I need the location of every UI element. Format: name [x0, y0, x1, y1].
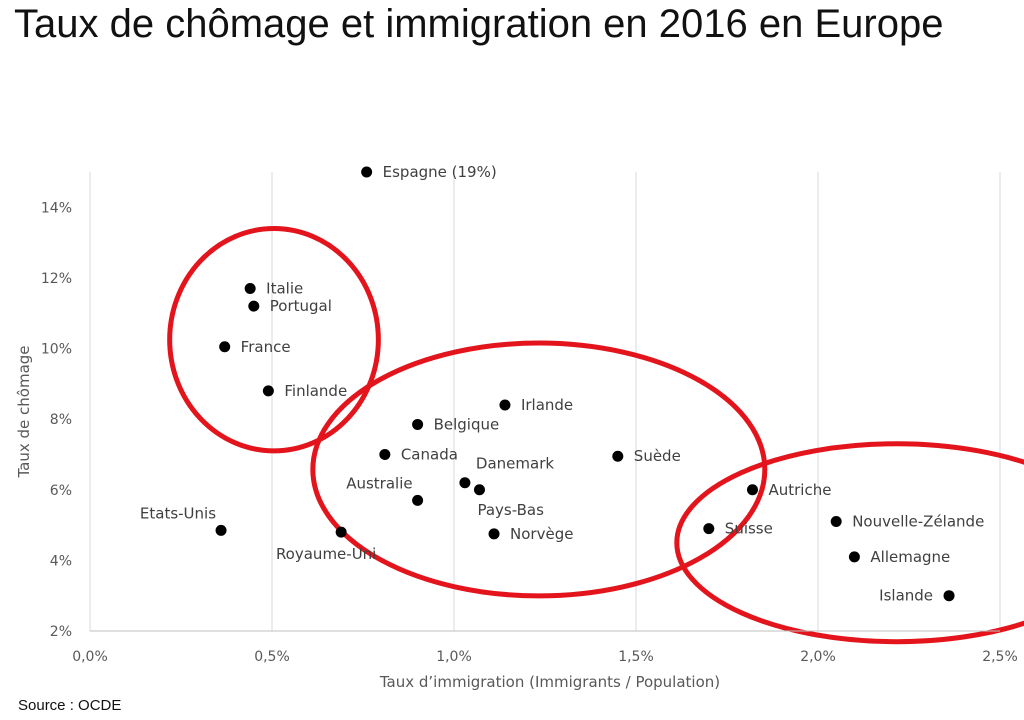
point-label: France	[241, 338, 291, 356]
scatter-point	[412, 494, 424, 506]
scatter-point	[459, 477, 471, 489]
y-tick-label: 14%	[41, 200, 72, 216]
scatter-point	[412, 418, 424, 430]
y-tick-label: 6%	[50, 483, 72, 499]
point-label: Norvège	[510, 525, 573, 543]
point-label: Royaume-Uni	[276, 545, 376, 563]
scatter-point	[248, 300, 260, 312]
y-axis-title: Taux de chômage	[15, 345, 33, 478]
x-tick-label: 0,0%	[72, 649, 108, 665]
x-tick-label: 2,0%	[800, 649, 836, 665]
point-label: Espagne (19%)	[383, 163, 497, 181]
page-title: Taux de chômage et immigration en 2016 e…	[14, 2, 944, 46]
scatter-point	[244, 283, 256, 295]
point-label: Etats-Unis	[140, 504, 216, 522]
x-tick-label: 0,5%	[254, 649, 290, 665]
point-label: Allemagne	[870, 548, 950, 566]
scatter-point	[703, 523, 715, 535]
point-label: Suède	[634, 447, 681, 465]
point-label: Islande	[879, 587, 933, 605]
scatter-point	[848, 551, 860, 563]
scatter-point	[262, 385, 274, 397]
chart-gridlines	[271, 172, 1001, 631]
y-tick-label: 8%	[50, 412, 72, 428]
scatter-point	[943, 590, 955, 602]
y-tick-label: 10%	[41, 342, 72, 358]
point-label: Belgique	[434, 415, 500, 433]
scatter-point	[488, 528, 500, 540]
point-label: Suisse	[725, 520, 773, 538]
point-label: Autriche	[768, 481, 831, 499]
annotation-circle	[310, 340, 768, 599]
point-label: Irlande	[521, 396, 573, 414]
scatter-point	[335, 526, 347, 538]
x-axis-title: Taux d’immigration (Immigrants / Populat…	[379, 673, 720, 691]
scatter-point	[361, 166, 373, 178]
scatter-point	[830, 516, 842, 528]
chart-axes: 0,0% 0,5% 1,0% 1,5% 2,0% 2,5% 2% 4% 6% 8% 10% 12% 14…	[15, 172, 1018, 691]
point-label: Portugal	[270, 297, 332, 315]
point-label: Finlande	[284, 382, 347, 400]
y-tick-label: 4%	[50, 553, 72, 569]
point-label: Pays-Bas	[477, 501, 544, 519]
x-tick-label: 1,0%	[436, 649, 472, 665]
scatter-point	[473, 484, 485, 496]
point-label: Italie	[266, 280, 303, 298]
chart-annotations	[167, 226, 1024, 645]
y-tick-label: 12%	[41, 271, 72, 287]
point-label: Australie	[346, 474, 412, 492]
x-tick-label: 1,5%	[618, 649, 654, 665]
x-tick-label: 2,5%	[982, 649, 1018, 665]
annotation-circle	[674, 441, 1024, 645]
source-note: Source : OCDE	[18, 697, 122, 714]
y-tick-label: 2%	[50, 624, 72, 640]
scatter-point	[499, 399, 511, 411]
point-label: Canada	[401, 445, 458, 463]
scatter-point	[379, 448, 391, 460]
scatter-point	[215, 524, 227, 536]
annotation-circle	[167, 226, 381, 454]
point-label: Danemark	[476, 455, 554, 473]
scatter-point	[746, 484, 758, 496]
point-label: Nouvelle-Zélande	[852, 513, 984, 531]
scatter-point	[219, 341, 231, 353]
scatter-point	[612, 450, 624, 462]
